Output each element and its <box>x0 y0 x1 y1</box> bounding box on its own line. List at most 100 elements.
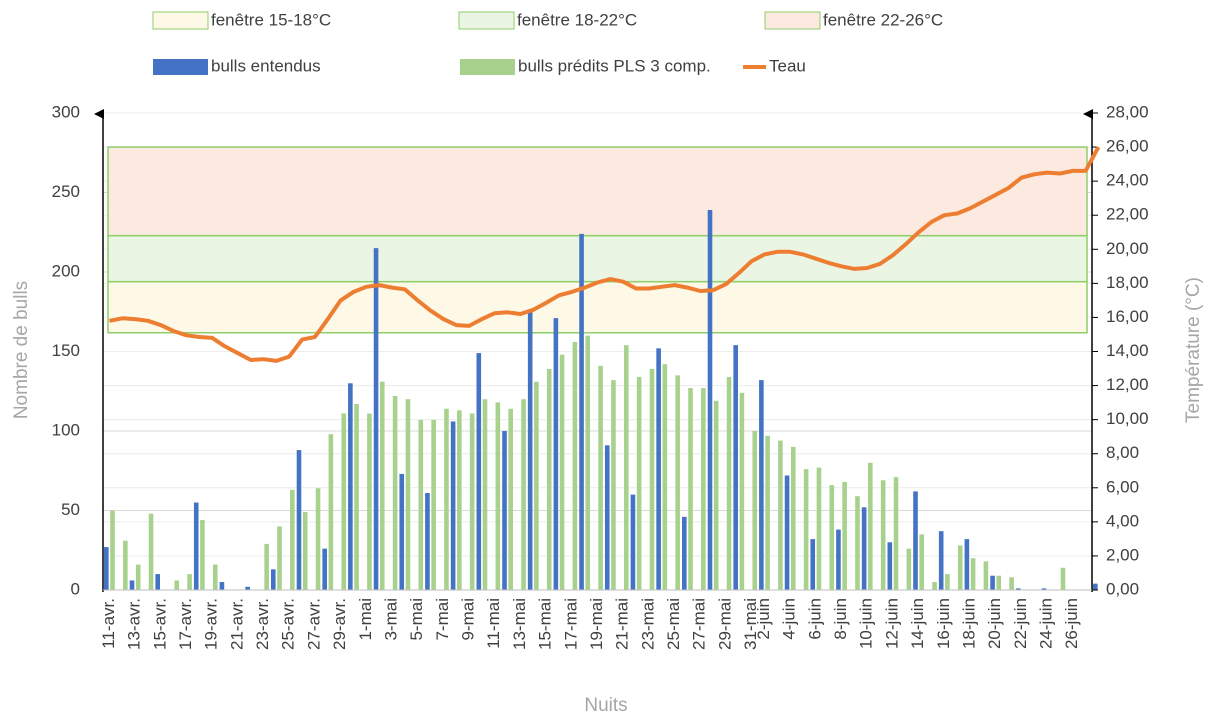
x-tick-label: 16-juin <box>934 598 953 649</box>
bar <box>572 341 578 590</box>
y2-tick-label: 0,00 <box>1106 579 1139 598</box>
bar <box>219 582 225 590</box>
y2-tick-label: 8,00 <box>1106 443 1139 462</box>
y2-tick-label: 18,00 <box>1106 273 1149 292</box>
bar <box>495 402 501 590</box>
y-tick-label: 250 <box>52 182 80 201</box>
y2-tick-label: 14,00 <box>1106 341 1149 360</box>
x-tick-label: 15-avr. <box>150 598 169 650</box>
bar <box>534 381 539 590</box>
x-tick-label: 15-mai <box>536 598 555 650</box>
y2-axis-title: Température (°C) <box>1183 277 1204 423</box>
bar <box>431 419 436 590</box>
bar <box>990 575 995 590</box>
bar <box>611 380 616 590</box>
bar <box>701 388 706 590</box>
bar <box>270 569 276 590</box>
x-axis-title: Nuits <box>584 695 627 716</box>
bar <box>604 445 610 590</box>
bar <box>1060 567 1066 590</box>
window-band <box>107 280 1088 334</box>
bar <box>123 540 128 590</box>
legend-label: Teau <box>769 56 806 75</box>
x-tick-label: 6-juin <box>805 598 824 640</box>
y2-tick-label: 26,00 <box>1106 137 1149 156</box>
bar <box>193 502 199 590</box>
x-tick-label: 8-juin <box>831 598 850 640</box>
bar <box>110 510 115 590</box>
x-tick-label: 5-mai <box>407 598 426 641</box>
bar <box>945 574 950 590</box>
bar <box>290 489 295 590</box>
bar <box>476 353 482 590</box>
x-tick-label: 11-mai <box>484 598 503 649</box>
bar <box>855 496 860 590</box>
x-tick-label: 23-avr. <box>253 598 272 650</box>
x-tick-label: 7-mai <box>433 598 452 641</box>
x-tick-label: 3-mai <box>381 598 400 641</box>
x-tick-label: 25-mai <box>664 598 683 650</box>
x-tick-label: 13-avr. <box>125 598 144 650</box>
y-axis-title: Nombre de bulls <box>11 281 32 419</box>
x-tick-label: 24-juin <box>1037 598 1056 649</box>
y2-tick-label: 22,00 <box>1106 205 1149 224</box>
bar <box>302 512 308 590</box>
bar <box>598 365 603 590</box>
x-tick-label: 21-mai <box>613 598 632 650</box>
bar <box>790 446 796 590</box>
bar <box>354 403 359 590</box>
bar <box>155 574 160 590</box>
bar <box>399 473 405 590</box>
bar <box>970 558 976 590</box>
y2-tick-label: 10,00 <box>1106 409 1149 428</box>
bar <box>450 421 456 590</box>
x-tick-label: 9-mai <box>459 598 478 641</box>
bar <box>418 419 424 590</box>
bar <box>348 383 353 590</box>
bar <box>623 345 629 590</box>
bar <box>315 488 321 590</box>
bar <box>379 381 385 590</box>
x-tick-label: 25-avr. <box>279 598 298 650</box>
bar <box>405 399 411 590</box>
bar <box>906 548 912 590</box>
bar <box>373 248 379 590</box>
window-band <box>107 146 1088 237</box>
bar <box>913 491 918 590</box>
bar <box>135 564 141 590</box>
bar <box>585 335 591 590</box>
bar <box>868 462 873 590</box>
bar <box>707 209 713 591</box>
bar <box>457 410 462 590</box>
bar <box>957 545 963 590</box>
x-tick-label: 27-mai <box>690 598 709 650</box>
x-tick-label: 2-juin <box>754 598 773 640</box>
bar <box>559 354 565 590</box>
x-tick-label: 19-mai <box>587 598 606 650</box>
line <box>109 146 1101 363</box>
x-tick-label: 23-mai <box>638 598 657 650</box>
bar <box>341 413 347 590</box>
bar <box>784 475 790 590</box>
bar <box>816 467 822 590</box>
bar <box>482 399 488 590</box>
bar <box>392 396 398 590</box>
y-tick-label: 50 <box>61 500 80 519</box>
y2-tick-label: 20,00 <box>1106 239 1149 258</box>
y2-tick-label: 6,00 <box>1106 477 1139 496</box>
bar <box>521 399 526 590</box>
bar <box>296 450 302 590</box>
legend-swatch <box>764 11 821 30</box>
legend-label: fenêtre 15-18°C <box>211 10 331 29</box>
legend-label: bulls entendus <box>211 56 321 75</box>
bar <box>579 233 584 590</box>
bar <box>502 431 507 590</box>
bar <box>245 586 250 590</box>
x-tick-label: 13-mai <box>510 598 529 650</box>
legend-label: bulls prédits PLS 3 comp. <box>518 56 711 75</box>
bar <box>938 531 944 590</box>
bar <box>1093 583 1098 590</box>
bar <box>1009 577 1014 590</box>
bar <box>861 507 867 590</box>
x-tick-label: 11-avr. <box>99 598 118 649</box>
